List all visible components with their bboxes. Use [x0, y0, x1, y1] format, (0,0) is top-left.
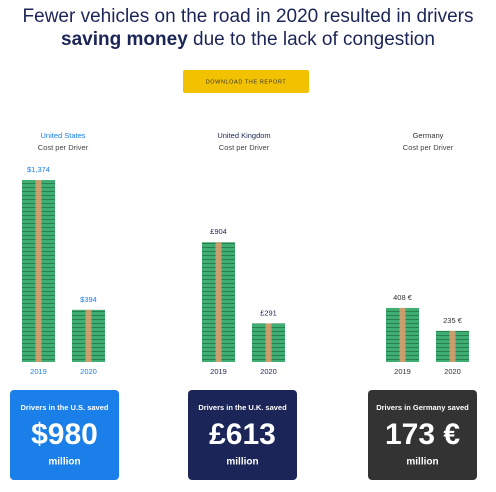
bill-band — [35, 180, 42, 362]
year-label: 2020 — [444, 367, 461, 376]
year-label: 2019 — [210, 367, 227, 376]
year-label: 2019 — [30, 367, 47, 376]
button-bg[interactable] — [183, 70, 309, 93]
value-label: $394 — [80, 295, 97, 304]
summary-amount: $980 — [31, 418, 98, 451]
bill-band — [399, 307, 406, 362]
summary-amount: 173 € — [385, 418, 460, 451]
bill-band — [265, 323, 272, 362]
summary-card — [188, 390, 297, 480]
value-label: £291 — [260, 308, 277, 317]
summary-amount: £613 — [209, 418, 276, 451]
button-label[interactable]: DOWNLOAD THE REPORT — [206, 79, 287, 85]
summary-unit: million — [226, 457, 258, 468]
year-label: 2019 — [394, 367, 411, 376]
download-button[interactable]: DOWNLOAD THE REPORT — [183, 70, 309, 93]
value-label: £904 — [210, 227, 227, 236]
value-label: 235 € — [443, 316, 463, 325]
summary-unit: million — [48, 457, 80, 468]
bill-band — [215, 242, 222, 362]
country-label: United Kingdom — [217, 131, 270, 140]
summary-card — [368, 390, 477, 480]
summary-card — [10, 390, 119, 480]
value-label: 408 € — [393, 293, 413, 302]
bill-band — [449, 330, 456, 362]
title-line: Fewer vehicles on the road in 2020 resul… — [23, 6, 474, 27]
summary-unit: million — [406, 457, 438, 468]
chart-subtitle: Cost per Driver — [219, 143, 270, 152]
bill-band — [85, 309, 92, 362]
summary-label: Drivers in the U.K. saved — [198, 403, 287, 412]
year-label: 2020 — [260, 367, 277, 376]
summary-label: Drivers in Germany saved — [376, 403, 469, 412]
chart-subtitle: Cost per Driver — [38, 143, 89, 152]
value-label: $1,374 — [27, 165, 50, 174]
chart-subtitle: Cost per Driver — [403, 143, 454, 152]
title-end: due to the lack of congestion — [193, 29, 435, 50]
country-label: United States — [40, 131, 85, 140]
title-emphasis: saving money — [61, 29, 188, 50]
summary-label: Drivers in the U.S. saved — [21, 403, 109, 412]
country-label: Germany — [413, 131, 444, 140]
title-line: saving money due to the lack of congesti… — [61, 29, 435, 50]
year-label: 2020 — [80, 367, 97, 376]
